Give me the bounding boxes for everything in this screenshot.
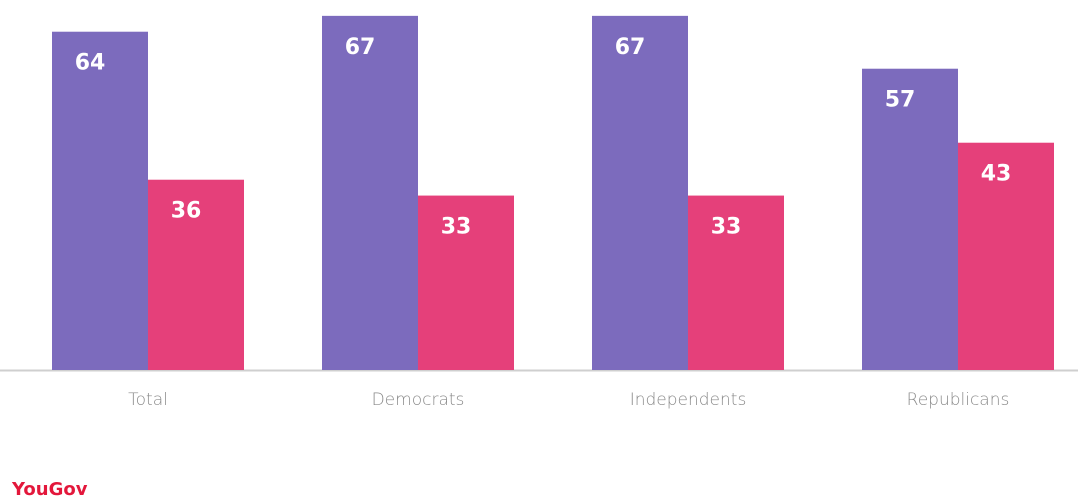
data-label: 57 [885,88,916,113]
data-label: 43 [981,162,1012,187]
bar [688,195,784,370]
logo: YouGov [11,479,88,500]
x-tick-label: Republicans [907,390,1010,410]
x-tick-label: Total [128,390,168,410]
bar [322,15,418,370]
data-label: 33 [441,215,472,240]
data-label: 36 [171,199,202,224]
bar [862,68,958,370]
bar [418,195,514,370]
x-tick-label: Democrats [372,390,465,410]
data-label: 67 [345,35,376,60]
data-label: 67 [615,35,646,60]
x-tick-label: Independents [630,390,747,410]
bar [148,179,244,370]
bar [52,31,148,370]
data-label: 64 [75,51,106,76]
bar [958,142,1054,370]
data-label: 33 [711,215,742,240]
bar [592,15,688,370]
